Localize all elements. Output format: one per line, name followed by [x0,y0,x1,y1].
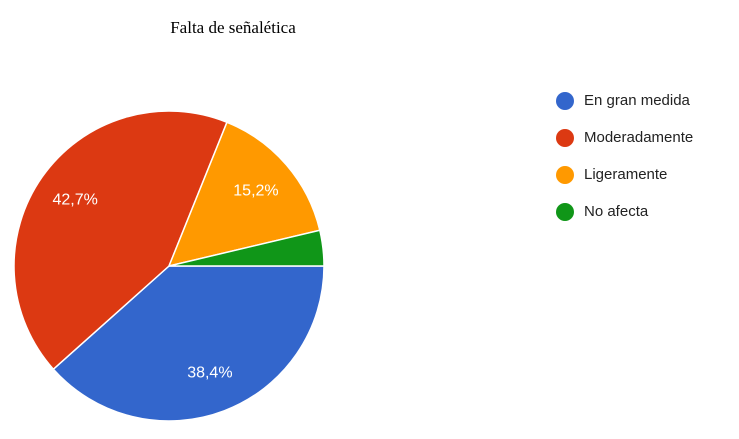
legend-label: Ligeramente [584,166,667,183]
legend-label: Moderadamente [584,129,693,146]
legend-swatch [556,203,574,221]
data-label: 38,4% [187,364,232,381]
legend-swatch [556,166,574,184]
legend-label: En gran medida [584,92,691,109]
legend-swatch [556,129,574,147]
legend-swatch [556,92,574,110]
data-label: 42,7% [52,191,97,208]
pie-slice [168,229,325,267]
chart-title: Falta de señalética [170,18,296,37]
legend-label: No afecta [584,203,649,220]
pie-slice [52,265,325,422]
data-label: 15,2% [233,182,278,199]
pie-slice [13,110,228,371]
pie-slice [167,121,321,268]
